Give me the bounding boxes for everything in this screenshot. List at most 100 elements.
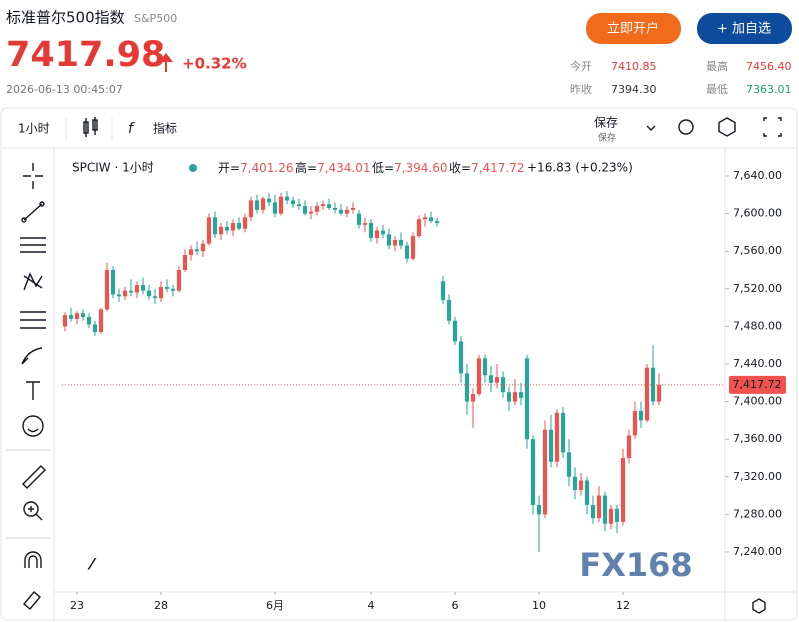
candle-body [248, 200, 254, 218]
symbol: S&P500 [134, 12, 177, 25]
candle-body [494, 377, 500, 383]
candle-body [254, 200, 260, 210]
chart-frame [0, 107, 798, 621]
y-tick-label: 7,560.00 [733, 244, 782, 257]
candle-body [524, 358, 530, 440]
tv-logo: ⁄ [87, 555, 97, 574]
candle-body [92, 324, 98, 333]
candle-body [482, 358, 488, 376]
candle-body [536, 504, 542, 515]
open-account-label[interactable]: 立即开户 [607, 21, 659, 37]
candle-type-icon[interactable] [83, 117, 98, 137]
watchlist-button[interactable] [697, 13, 792, 44]
open-account-button[interactable] [586, 13, 681, 44]
last-price-label: 7,417.72 [733, 378, 782, 391]
candle-body [326, 204, 332, 208]
candle-body [470, 394, 476, 402]
candle-body [356, 213, 362, 225]
candle-body [176, 269, 182, 291]
fx-icon[interactable]: f [128, 121, 135, 137]
x-tick-label: 28 [154, 599, 168, 612]
candle-body [122, 290, 128, 297]
candle-body [506, 392, 512, 402]
candle-body [422, 217, 428, 220]
candle-body [110, 269, 116, 295]
candle-body [512, 392, 518, 402]
save-sub: 保存 [598, 132, 616, 144]
candle-body [98, 309, 104, 333]
candle-body [296, 204, 302, 207]
candle-body [476, 358, 482, 395]
settings-icon[interactable] [718, 117, 736, 137]
axis-settings-icon[interactable] [752, 598, 766, 614]
legend-label: 低= [372, 161, 394, 175]
candle-body [182, 254, 188, 270]
candle-body [458, 341, 464, 374]
candle-body [230, 223, 236, 231]
candle-body [86, 316, 92, 325]
legend-item: 高=7,434.01 [295, 160, 371, 175]
legend-label: 收= [449, 161, 471, 175]
stat-label: 今开 [570, 59, 592, 73]
candle-body [272, 202, 278, 214]
candle-body [152, 296, 158, 299]
indicators[interactable]: 指标 [153, 121, 177, 136]
save[interactable]: 保存 [594, 116, 618, 130]
candle-body [218, 226, 224, 235]
watchlist-label[interactable]: + 加自选 [717, 22, 771, 37]
candle-body [428, 217, 434, 222]
candle-body [158, 286, 164, 299]
change: +0.32% [182, 55, 247, 73]
legend-item: 开=7,401.26 [218, 161, 294, 175]
candle-body [320, 204, 326, 207]
watermark: FX168 [579, 546, 692, 584]
candle-body [266, 198, 272, 203]
candle-body [608, 508, 614, 524]
x-tick-label: 10 [532, 599, 546, 612]
candle-body [542, 429, 548, 515]
candle-body [368, 223, 374, 239]
stat-value: 7394.30 [611, 83, 657, 96]
fullscreen-icon[interactable] [763, 117, 782, 137]
legend-change: +16.83 (+0.23%) [527, 161, 633, 175]
plot [62, 191, 662, 552]
candle-body [632, 410, 638, 436]
candle-body [350, 207, 356, 210]
candle-body [242, 217, 248, 229]
candle-body [104, 269, 110, 310]
candle-body [314, 206, 320, 212]
legend-item: 收=7,417.72 [449, 161, 525, 175]
drawing-tools[interactable] [6, 163, 50, 610]
dropdown-icon[interactable] [646, 125, 656, 131]
candle-body [68, 315, 74, 319]
candle-body [602, 495, 608, 524]
candle-body [566, 452, 572, 477]
candle-body [596, 495, 602, 519]
legend-label: 开= [218, 161, 240, 175]
candle-body [212, 217, 218, 235]
candle-body [134, 285, 140, 293]
last-price-tag [729, 375, 786, 394]
alert-icon[interactable] [678, 119, 694, 135]
x-tick-label: 12 [616, 599, 630, 612]
y-tick-label: 7,400.00 [733, 395, 782, 408]
candle-body [236, 223, 242, 229]
candle-body [302, 206, 308, 214]
candle-body [74, 313, 80, 319]
candle-body [128, 290, 134, 293]
legend-value: 7,394.60 [394, 161, 447, 175]
legend-value: 7,434.01 [317, 161, 370, 175]
candle-body [578, 480, 584, 490]
candle-body [620, 457, 626, 522]
candle-body [194, 249, 200, 252]
legend-item: 低=7,394.60 [372, 161, 448, 175]
candle-body [560, 412, 566, 453]
interval[interactable]: 1小时 [18, 122, 50, 136]
candle-body [464, 373, 470, 402]
stat-value: 7456.40 [746, 60, 792, 73]
candle-body [146, 290, 152, 297]
candle-body [644, 367, 650, 421]
y-tick-label: 7,480.00 [733, 319, 782, 332]
